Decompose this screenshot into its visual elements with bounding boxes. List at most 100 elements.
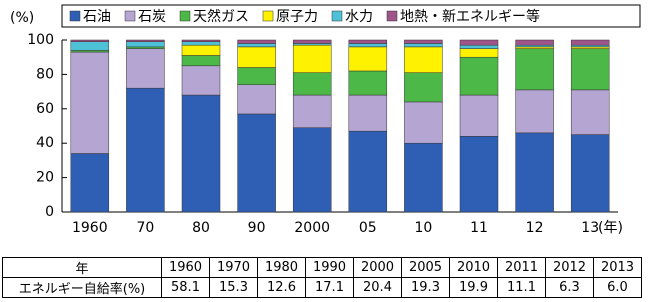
bar-segment bbox=[126, 48, 165, 89]
table-value: 19.9 bbox=[449, 277, 498, 298]
table-year: 2011 bbox=[497, 257, 546, 278]
bar-segment bbox=[181, 41, 221, 46]
bar-segment bbox=[515, 48, 554, 91]
bar-segment bbox=[181, 44, 221, 56]
x-tick-label: 11 bbox=[470, 220, 488, 236]
legend-label: 水力 bbox=[345, 9, 373, 25]
bar-segment bbox=[404, 43, 443, 48]
table-value: 20.4 bbox=[353, 277, 402, 298]
table-value: 17.1 bbox=[305, 277, 354, 298]
bar-segment bbox=[181, 39, 221, 42]
table-year: 1960 bbox=[161, 257, 210, 278]
bar-segment bbox=[348, 130, 388, 213]
table-year: 2000 bbox=[353, 257, 402, 278]
bar-segment bbox=[348, 94, 388, 132]
legend-swatch bbox=[69, 10, 81, 22]
bar-segment bbox=[292, 72, 332, 96]
table-year: 2010 bbox=[449, 257, 498, 278]
legend-label: 石油 bbox=[83, 9, 111, 25]
chart: (%) (年) 0 20 40 60 80 100 1960 70 80 90 2000 05 10 11… bbox=[10, 4, 641, 236]
legend-swatch bbox=[124, 10, 136, 22]
bar-segment bbox=[237, 67, 276, 85]
table-value: 6.0 bbox=[593, 277, 642, 298]
bar-segment bbox=[459, 136, 499, 213]
bar-segment bbox=[70, 39, 110, 42]
x-tick-label: 13 bbox=[581, 220, 599, 236]
bar-segment bbox=[181, 65, 221, 96]
table-value: 12.6 bbox=[257, 277, 306, 298]
bar-segment bbox=[459, 56, 499, 96]
bar-segment bbox=[126, 41, 165, 48]
bar-segment bbox=[570, 39, 610, 46]
bar-segment bbox=[126, 46, 165, 49]
bar-segment bbox=[237, 39, 276, 44]
legend-swatch bbox=[262, 10, 274, 22]
bar-segment bbox=[292, 44, 332, 73]
table-header: 年 bbox=[2, 257, 162, 278]
bar-segment bbox=[459, 44, 499, 49]
x-tick-label: 1960 bbox=[72, 220, 108, 236]
y-tick-label: 60 bbox=[36, 101, 54, 117]
bar-segment bbox=[459, 39, 499, 46]
bar-segment bbox=[570, 46, 610, 49]
legend-swatch bbox=[179, 10, 191, 22]
bar-segment bbox=[292, 39, 332, 44]
table-year: 1980 bbox=[257, 257, 306, 278]
bar-segment bbox=[515, 39, 554, 46]
bar-segment bbox=[515, 44, 554, 48]
bar-segment bbox=[404, 72, 443, 103]
bar-segment bbox=[570, 89, 610, 135]
table-year: 2005 bbox=[401, 257, 450, 278]
bar-segment bbox=[70, 41, 110, 51]
bar-segment bbox=[237, 46, 276, 68]
table-year: 1970 bbox=[209, 257, 258, 278]
table-value: 58.1 bbox=[161, 277, 210, 298]
bar-segment bbox=[237, 84, 276, 115]
bar-segment bbox=[181, 55, 221, 67]
data-table: 年 1960 1970 1980 1990 2000 2005 2010 2011 2012 201… bbox=[2, 257, 642, 298]
bar-segment bbox=[515, 89, 554, 134]
table-row-label: エネルギー自給率(%) bbox=[2, 277, 162, 298]
table-value: 6.3 bbox=[545, 277, 594, 298]
bar-segment bbox=[515, 46, 554, 49]
bar-segment bbox=[237, 113, 276, 213]
x-tick-label: 10 bbox=[414, 220, 432, 236]
y-tick-label: 0 bbox=[45, 204, 54, 220]
bar-segment bbox=[459, 48, 499, 58]
bar-segment bbox=[292, 94, 332, 128]
table-value: 19.3 bbox=[401, 277, 450, 298]
bar-segment bbox=[404, 39, 443, 44]
y-tick-label: 20 bbox=[36, 170, 54, 186]
x-axis-label: (年) bbox=[598, 220, 623, 236]
y-tick-label: 40 bbox=[36, 135, 54, 151]
bar-segment bbox=[348, 39, 388, 44]
bar-segment bbox=[126, 87, 165, 213]
legend-label: 地熱・新エネルギー等 bbox=[400, 8, 540, 25]
x-tick-label: 70 bbox=[136, 220, 154, 236]
table-value: 11.1 bbox=[497, 277, 546, 298]
table-value: 15.3 bbox=[209, 277, 258, 298]
bar-segment bbox=[404, 101, 443, 144]
bar-segment bbox=[515, 132, 554, 213]
bar-segment bbox=[126, 39, 165, 42]
bar-segment bbox=[70, 153, 110, 213]
x-tick-label: 90 bbox=[248, 220, 266, 236]
table-year: 2013 bbox=[593, 257, 642, 278]
x-tick-label: 2000 bbox=[294, 220, 330, 236]
x-tick-label: 12 bbox=[526, 220, 544, 236]
bar-segment bbox=[570, 134, 610, 213]
legend-box bbox=[61, 4, 641, 28]
legend-label: 原子力 bbox=[276, 9, 318, 25]
y-tick-label: 100 bbox=[27, 32, 54, 48]
bar-segment bbox=[348, 46, 388, 72]
legend-label: 石炭 bbox=[138, 9, 166, 25]
y-axis-label: (%) bbox=[10, 10, 34, 26]
bar-segment bbox=[348, 43, 388, 48]
table-year: 2012 bbox=[545, 257, 594, 278]
y-tick-label: 80 bbox=[36, 66, 54, 82]
bar-segment bbox=[292, 43, 332, 46]
bar-segment bbox=[404, 46, 443, 73]
legend-swatch bbox=[331, 10, 343, 22]
bar-segment bbox=[570, 44, 610, 48]
